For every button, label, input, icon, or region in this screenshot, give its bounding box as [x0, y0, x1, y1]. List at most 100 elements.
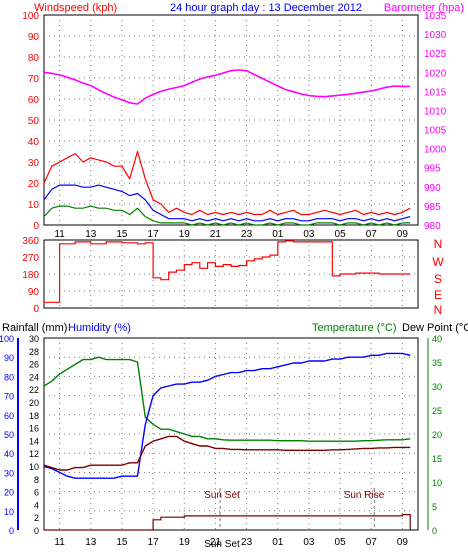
humidity-y-tick-label: 70 [4, 392, 14, 402]
rainfall-y-tick-label: 8 [34, 475, 39, 485]
direction-label-e: E [434, 288, 442, 302]
bottom-x-tick-label: 05 [335, 537, 347, 548]
rainfall-y-tick-label: 6 [34, 488, 39, 498]
barometer-y-tick-label: 1030 [424, 30, 447, 41]
direction-y-tick-label: 270 [22, 253, 39, 264]
humidity-line [43, 352, 411, 479]
rainfall-y-tick-label: 14 [29, 436, 39, 446]
rainfall-y-tick-label: 4 [34, 500, 39, 510]
humidity-y-tick-label: 90 [4, 353, 14, 363]
x-tick-label: 09 [397, 229, 409, 240]
humidity-y-tick-label: 60 [4, 411, 14, 421]
wind-y-tick-label: 90 [28, 32, 40, 43]
direction-y-tick-label: 90 [28, 287, 40, 298]
humidity-y-tick-label: 100 [0, 334, 14, 344]
temperature-y-tick-label: 10 [432, 478, 442, 488]
x-tick-label: 03 [303, 229, 315, 240]
rainfall-y-tick-label: 30 [29, 334, 39, 344]
bottom-x-tick-label: 17 [148, 537, 160, 548]
wind-y-tick-label: 80 [28, 53, 40, 64]
wind-y-tick-label: 70 [28, 74, 40, 85]
rainfall-y-tick-label: 22 [29, 385, 39, 395]
dewpoint-line [43, 435, 411, 471]
humidity-y-tick-label: 10 [4, 507, 14, 517]
barometer-y-tick-label: 1010 [424, 106, 447, 117]
wind-direction-line [44, 240, 411, 303]
temperature-y-tick-label: 35 [432, 358, 442, 368]
wind-y-tick-label: 50 [28, 116, 40, 127]
chart-title: 24 hour graph day : 13 December 2012 [170, 2, 362, 14]
barometer-y-tick-label: 1015 [424, 87, 447, 98]
wind-y-tick-label: 20 [28, 179, 40, 190]
rainfall-y-tick-label: 24 [29, 372, 39, 382]
bottom-x-tick-label: 21 [210, 537, 222, 548]
wind-low-line [43, 205, 411, 226]
wind-y-tick-label: 60 [28, 95, 40, 106]
barometer-y-tick-label: 1005 [424, 126, 447, 137]
rainfall-label: Rainfall (mm) [2, 322, 67, 334]
rainfall-y-tick-label: 16 [29, 424, 39, 434]
bottom-x-tick-label: 15 [116, 537, 128, 548]
barometer-y-tick-label: 1020 [424, 68, 447, 79]
humidity-y-tick-label: 50 [4, 430, 14, 440]
humidity-y-tick-label: 20 [4, 488, 14, 498]
sunrise-label: Sun Rise [344, 490, 385, 501]
wind-y-tick-label: 100 [22, 11, 39, 22]
wind-y-tick-label: 40 [28, 137, 40, 148]
bottom-x-tick-label: 01 [272, 537, 284, 548]
direction-y-tick-label: 360 [22, 236, 39, 247]
temperature-y-tick-label: 30 [432, 382, 442, 392]
left-axis-title: Windspeed (kph) [34, 2, 117, 14]
temperature-y-tick-label: 20 [432, 430, 442, 440]
rainfall-y-tick-label: 18 [29, 411, 39, 421]
barometer-y-tick-label: 1000 [424, 145, 447, 156]
x-tick-label: 17 [148, 229, 160, 240]
wind-y-tick-label: 10 [28, 200, 40, 211]
bottom-x-tick-label: 23 [241, 537, 253, 548]
temperature-y-tick-label: 0 [432, 526, 437, 536]
axis-layer: 0102030405060708090100980985990995100010… [0, 11, 447, 548]
bottom-x-tick-label: 09 [397, 537, 409, 548]
x-tick-label: 01 [272, 229, 284, 240]
rainfall-y-tick-label: 28 [29, 347, 39, 357]
grid-layer [44, 15, 418, 530]
barometer-y-tick-label: 980 [424, 221, 441, 232]
x-tick-label: 05 [335, 229, 347, 240]
temperature-y-tick-label: 25 [432, 406, 442, 416]
humidity-y-tick-label: 80 [4, 372, 14, 382]
direction-y-tick-label: 0 [33, 304, 39, 315]
rainfall-y-tick-label: 2 [34, 513, 39, 523]
temperature-y-tick-label: 15 [432, 454, 442, 464]
direction-label-n-bottom: N [434, 303, 443, 317]
rainfall-y-tick-label: 26 [29, 360, 39, 370]
barometer-line [43, 69, 411, 105]
barometer-y-tick-label: 1025 [424, 49, 447, 60]
barometer-y-tick-label: 990 [424, 183, 441, 194]
rainfall-y-tick-label: 12 [29, 449, 39, 459]
series-layer [43, 69, 411, 531]
x-tick-label: 19 [179, 229, 191, 240]
temperature-y-tick-label: 40 [432, 334, 442, 344]
wind-gust-line [43, 150, 411, 216]
bottom-x-tick-label: 13 [85, 537, 97, 548]
x-tick-label: 15 [116, 229, 128, 240]
direction-label-n-top: N [434, 237, 443, 251]
x-tick-label: 13 [85, 229, 97, 240]
rainfall-y-tick-label: 20 [29, 398, 39, 408]
rainfall-y-tick-label: 0 [34, 526, 39, 536]
bottom-x-tick-label: 03 [303, 537, 315, 548]
wind-y-tick-label: 0 [33, 221, 39, 232]
bottom-x-tick-label: 11 [54, 537, 65, 548]
temperature-line [43, 356, 411, 442]
bottom-x-tick-label: 19 [179, 537, 191, 548]
wind-average-line [43, 184, 411, 222]
humidity-y-tick-label: 40 [4, 449, 14, 459]
sunset-axis-label: Sun Set [204, 539, 240, 550]
direction-label-s: S [434, 272, 442, 286]
humidity-y-tick-label: 30 [4, 468, 14, 478]
x-tick-label: 11 [54, 229, 65, 240]
dewpoint-label: Dew Point (°C) [402, 322, 468, 334]
humidity-y-tick-label: 0 [9, 526, 14, 536]
